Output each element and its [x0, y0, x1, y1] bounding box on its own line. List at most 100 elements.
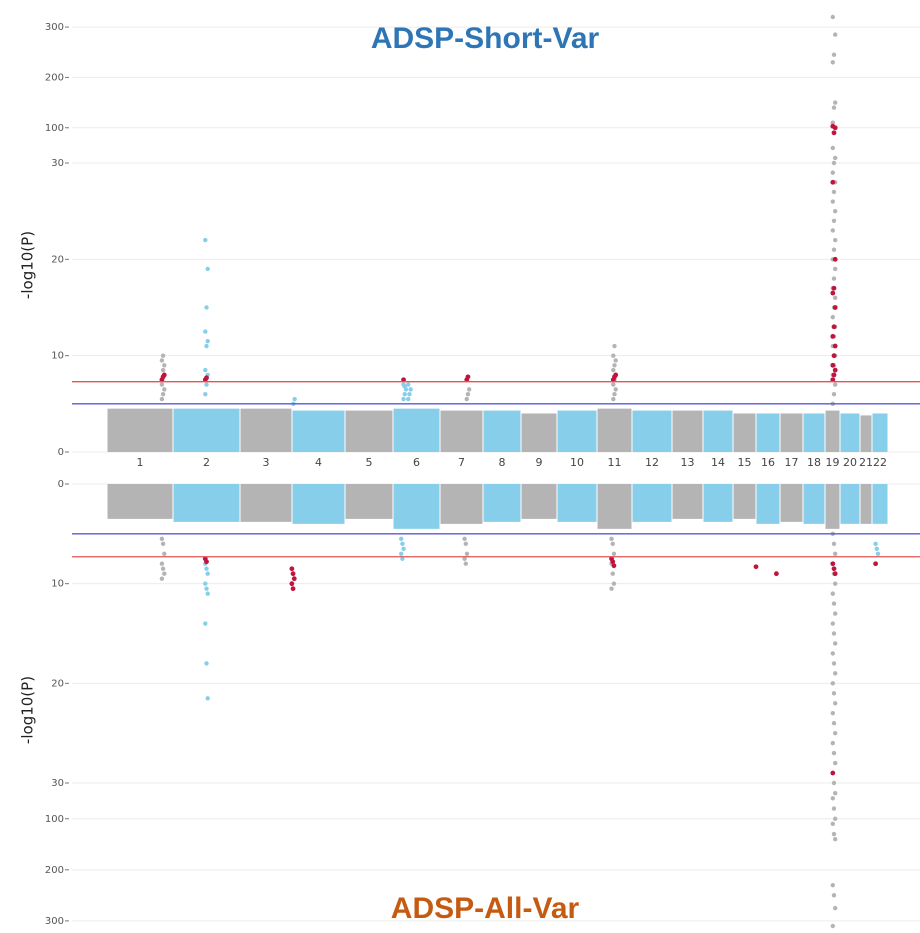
point [830, 591, 835, 596]
chromosome-block [756, 484, 780, 524]
point [159, 536, 165, 542]
highlight-point [289, 581, 295, 587]
y-tick-label: 300 [45, 22, 64, 33]
point [203, 392, 208, 397]
point [830, 145, 835, 151]
chromosome-block [632, 484, 672, 522]
point [831, 392, 837, 397]
y-tick-label: 300 [45, 916, 64, 927]
chromosome-block [672, 410, 703, 452]
point [611, 382, 616, 387]
chromosome-block [557, 484, 597, 522]
chromosome-block [825, 410, 840, 452]
point [831, 247, 837, 252]
point [830, 60, 835, 65]
point [830, 314, 835, 320]
x-tick-label: 18 [807, 456, 821, 469]
point [833, 237, 838, 243]
highlight-point [830, 362, 836, 368]
highlight-point [873, 561, 878, 567]
point [830, 681, 835, 686]
point [204, 566, 209, 571]
highlight-point [832, 343, 838, 349]
point [830, 796, 835, 801]
highlight-point [465, 374, 471, 380]
point [833, 155, 838, 161]
point [162, 571, 167, 576]
point [203, 621, 208, 626]
point [831, 601, 837, 606]
highlight-point [831, 285, 837, 291]
point [611, 396, 616, 402]
point [613, 387, 618, 392]
point [833, 551, 838, 556]
x-tick-label: 11 [608, 456, 622, 469]
point [407, 392, 412, 397]
y-tick-label: 30 [51, 778, 64, 789]
y-tick-label: 20 [51, 678, 64, 689]
point [462, 556, 467, 561]
highlight-point [831, 324, 837, 330]
point [204, 343, 209, 349]
point [833, 730, 838, 736]
point [830, 923, 835, 929]
point [160, 566, 166, 571]
chromosome-block [521, 413, 557, 452]
point [830, 621, 835, 626]
point [831, 750, 837, 756]
point [831, 52, 837, 57]
point [292, 396, 297, 402]
chromosome-block [345, 484, 393, 519]
chromosome-block [803, 413, 825, 452]
point [406, 396, 411, 402]
y-axis-label: -log10(P) [19, 676, 37, 744]
point [830, 882, 835, 888]
y-axis-label: -log10(P) [19, 231, 37, 299]
point [833, 816, 838, 821]
chromosome-block [173, 484, 240, 522]
highlight-point [832, 367, 838, 373]
chromosome-block [632, 410, 672, 452]
point [159, 358, 165, 363]
x-tick-label: 3 [263, 456, 270, 469]
point [205, 571, 210, 576]
point [831, 218, 837, 223]
point [831, 661, 837, 666]
point [613, 358, 618, 363]
point [833, 295, 838, 301]
point [873, 541, 878, 546]
highlight-point [611, 563, 617, 569]
point [833, 701, 838, 706]
point [612, 363, 617, 368]
point [464, 396, 469, 402]
y-tick-label: 100 [45, 123, 64, 134]
point [159, 396, 165, 402]
highlight-point [830, 334, 836, 339]
point [833, 760, 838, 766]
chromosome-block [872, 484, 888, 524]
highlight-point [204, 375, 209, 381]
chromosome-block [703, 410, 733, 452]
point [203, 329, 208, 334]
chromosome-block [825, 484, 840, 529]
x-tick-label: 22 [873, 456, 887, 469]
point [401, 396, 406, 402]
chromosome-block [803, 484, 825, 524]
point [830, 14, 835, 20]
point [204, 382, 209, 387]
point [830, 170, 835, 175]
point [831, 189, 837, 195]
point [874, 546, 879, 551]
y-tick-label: 30 [51, 158, 64, 169]
point [831, 831, 837, 837]
x-tick-label: 17 [785, 456, 799, 469]
y-tick-label: 20 [51, 254, 64, 265]
point [833, 791, 838, 796]
chromosome-block [292, 484, 345, 524]
point [160, 541, 166, 546]
highlight-point [204, 559, 209, 565]
y-tick-label: 100 [45, 814, 64, 825]
point [205, 696, 210, 701]
